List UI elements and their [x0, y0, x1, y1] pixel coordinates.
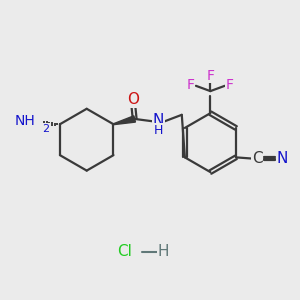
Text: F: F [226, 78, 234, 92]
Text: H: H [158, 244, 169, 259]
Text: 2: 2 [43, 124, 50, 134]
Text: NH: NH [15, 114, 36, 128]
Text: F: F [206, 68, 214, 83]
Text: C: C [252, 151, 262, 166]
Text: Cl: Cl [118, 244, 132, 259]
Text: H: H [154, 124, 163, 136]
Text: F: F [187, 78, 195, 92]
Polygon shape [113, 116, 136, 125]
Text: N: N [153, 112, 164, 128]
Text: N: N [276, 151, 288, 166]
Text: O: O [127, 92, 139, 107]
